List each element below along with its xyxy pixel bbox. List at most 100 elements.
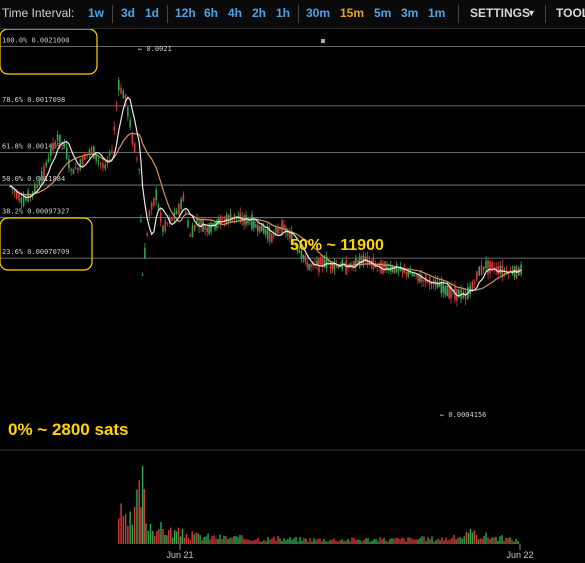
- high-marker: ← 0.0021: [138, 45, 172, 53]
- drawing-handle[interactable]: [321, 39, 325, 43]
- volume-bar: [387, 541, 389, 544]
- volume-bar: [459, 537, 461, 544]
- settings-button[interactable]: SETTINGS: [470, 6, 531, 20]
- settings-dropdown-icon[interactable]: ▼: [527, 8, 536, 18]
- volume-bar: [160, 522, 162, 544]
- volume-bar: [265, 541, 267, 544]
- volume-bar: [255, 539, 257, 544]
- interval-30m[interactable]: 30m: [306, 6, 331, 20]
- candle-body: [360, 255, 363, 265]
- volume-bar: [241, 535, 243, 544]
- candle-body: [413, 274, 415, 276]
- volume-bar: [281, 540, 283, 544]
- interval-2h[interactable]: 2h: [252, 6, 267, 20]
- volume-bar: [317, 538, 319, 544]
- candle-body: [509, 270, 512, 272]
- candle-body: [294, 243, 297, 246]
- candle-body: [440, 280, 443, 294]
- volume-bar: [293, 538, 295, 544]
- volume-bar: [313, 538, 315, 544]
- candle-body: [399, 267, 402, 271]
- candle-body: [288, 232, 291, 239]
- volume-bar: [164, 534, 166, 544]
- volume-bar: [227, 539, 229, 544]
- volume-bar: [347, 538, 349, 544]
- candle-body: [485, 260, 487, 269]
- volume-bar: [156, 531, 158, 544]
- volume-bar: [253, 540, 255, 544]
- volume-bar: [377, 541, 379, 544]
- candle-body: [316, 260, 318, 266]
- candle-body: [497, 266, 500, 275]
- candle-body: [287, 232, 289, 236]
- interval-3d[interactable]: 3d: [121, 6, 136, 20]
- candle-body: [292, 241, 295, 243]
- volume-bar: [175, 531, 178, 544]
- volume-bar: [267, 537, 269, 544]
- candle-body: [81, 156, 84, 166]
- volume-bar: [391, 538, 393, 544]
- volume-bar: [247, 539, 249, 544]
- candle-body: [97, 160, 100, 162]
- candle-body: [193, 224, 196, 231]
- interval-3m[interactable]: 3m: [401, 6, 419, 20]
- candle-body: [491, 262, 493, 271]
- interval-1m[interactable]: 1m: [428, 6, 446, 20]
- candle-body: [159, 212, 162, 223]
- interval-1d[interactable]: 1d: [145, 6, 160, 20]
- candle-body: [333, 261, 336, 270]
- candle-body: [499, 265, 502, 274]
- volume-bar: [172, 537, 174, 544]
- price-chart[interactable]: 100.0% 0.0021000 78.6% 0.0017098 61.8% 0.0…: [0, 29, 585, 563]
- volume-bar: [275, 540, 277, 544]
- interval-6h[interactable]: 6h: [204, 6, 219, 20]
- interval-12h[interactable]: 12h: [175, 6, 196, 20]
- candle-body: [405, 271, 408, 275]
- volume-bar: [393, 538, 395, 544]
- volume-bar: [333, 538, 335, 544]
- candle-body: [464, 293, 467, 300]
- volume-bar: [367, 538, 369, 544]
- volume-bar: [307, 541, 309, 544]
- candle-body: [312, 262, 314, 266]
- interval-15m[interactable]: 15m: [340, 6, 365, 20]
- candle-body: [450, 285, 452, 299]
- volume-bar: [289, 537, 291, 544]
- volume-bar: [193, 534, 195, 544]
- volume-bar: [463, 536, 465, 544]
- candle-body: [268, 229, 271, 242]
- candle-body: [84, 154, 86, 160]
- volume-bar: [138, 480, 140, 544]
- candle-body: [202, 221, 204, 232]
- candle-body: [204, 225, 206, 230]
- candle-body: [356, 260, 359, 262]
- volume-bar: [331, 539, 333, 544]
- candle-body: [206, 227, 208, 233]
- volume-bar: [133, 506, 136, 544]
- volume-bar: [187, 538, 189, 544]
- volume-bar: [435, 540, 437, 544]
- candle-body: [25, 198, 27, 201]
- candle-body: [210, 222, 212, 233]
- candle-body: [171, 217, 173, 221]
- volume-bar: [427, 537, 429, 544]
- tools-button[interactable]: TOOL: [556, 6, 585, 20]
- volume-bar: [481, 538, 483, 544]
- candle-body: [382, 263, 384, 274]
- interval-1h[interactable]: 1h: [276, 6, 291, 20]
- candle-body: [11, 188, 14, 190]
- interval-4h[interactable]: 4h: [228, 6, 243, 20]
- volume-bar: [179, 536, 182, 544]
- fast-moving-average: [9, 96, 522, 297]
- volume-bar: [237, 537, 239, 544]
- volume-bar: [295, 536, 297, 544]
- interval-5m[interactable]: 5m: [374, 6, 392, 20]
- volume-bar: [399, 539, 401, 544]
- volume-bar: [461, 538, 463, 544]
- volume-bar: [299, 537, 301, 544]
- candle-body: [29, 194, 32, 198]
- interval-1w[interactable]: 1w: [88, 6, 105, 20]
- candle-body: [325, 256, 328, 268]
- candle-body: [304, 256, 307, 262]
